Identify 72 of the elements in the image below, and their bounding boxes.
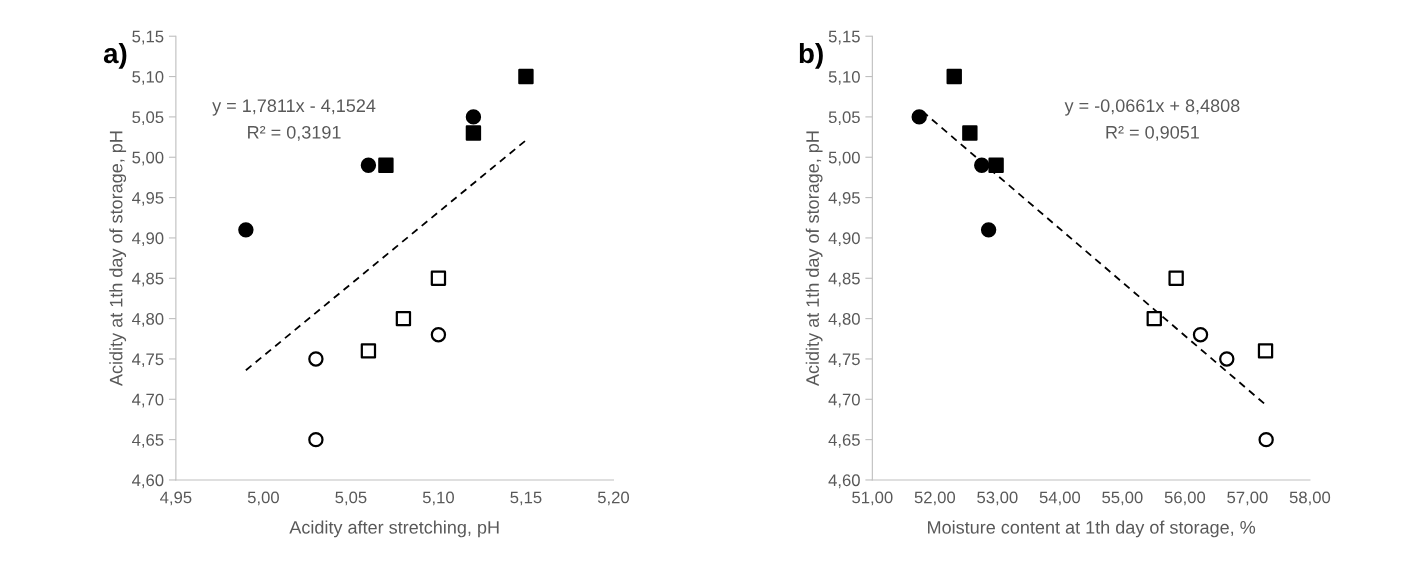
x-tick-label: 5,20 <box>597 491 630 506</box>
point <box>395 310 412 327</box>
x-tick-label: 51,00 <box>852 491 893 506</box>
point <box>1192 327 1209 343</box>
point <box>378 157 394 174</box>
point <box>1168 270 1184 286</box>
y-tick-label: 4,95 <box>828 191 860 206</box>
annotation: R² = 0,3191 <box>248 125 341 141</box>
x-tick-label: 5,15 <box>510 491 542 506</box>
point <box>911 109 927 125</box>
x-tick-label: 4,95 <box>160 491 192 506</box>
x-tick-label: 55,00 <box>1102 491 1143 506</box>
point <box>1258 431 1274 448</box>
point <box>430 270 447 286</box>
y-axis-title: Acidity at 1th day of storage, pH <box>109 131 127 387</box>
point <box>465 109 482 125</box>
y-tick-label: 4,70 <box>132 393 164 408</box>
y-tick-label: 4,65 <box>828 434 860 448</box>
y-tick-label: 5,10 <box>828 70 860 85</box>
y-tick-label: 4,60 <box>132 474 164 489</box>
y-tick-label: 4,75 <box>828 353 860 368</box>
y-tick-label: 5,00 <box>828 151 860 166</box>
x-tick-label: 5,10 <box>422 491 454 506</box>
point <box>238 222 254 238</box>
annotation: y = -0,0661x + 8,4808 <box>1064 99 1240 116</box>
y-tick-label: 4,85 <box>132 272 164 287</box>
annotation: y = 1,7811x - 4,1524 <box>212 99 376 116</box>
y-tick-label: 4,90 <box>132 232 164 247</box>
point <box>360 157 377 174</box>
point <box>1146 310 1162 327</box>
x-tick-label: 54,00 <box>1039 491 1081 506</box>
y-tick-label: 5,05 <box>132 111 164 126</box>
x-tick-label: 52,00 <box>914 491 956 506</box>
y-tick-label: 5,15 <box>828 30 860 45</box>
point <box>946 68 962 85</box>
point <box>962 125 978 141</box>
y-axis-title: Acidity at 1th day of storage, pH <box>805 131 823 387</box>
y-tick-label: 4,60 <box>828 474 860 489</box>
y-tick-label: 4,75 <box>132 353 164 368</box>
y-tick-label: 5,00 <box>132 151 164 166</box>
x-tick-label: 57,00 <box>1227 491 1268 506</box>
point <box>308 431 324 448</box>
y-tick-label: 4,65 <box>132 434 164 448</box>
x-axis-title: Moisture content at 1th day of storage, % <box>928 520 1256 538</box>
point <box>465 125 482 141</box>
point <box>308 351 324 367</box>
y-tick-label: 4,80 <box>132 313 164 327</box>
x-axis-title: Acidity after stretching, pH <box>289 520 499 538</box>
x-tick-label: 53,00 <box>977 491 1018 506</box>
point <box>988 157 1004 174</box>
point <box>360 343 377 359</box>
chart-title: a) <box>103 42 127 69</box>
x-tick-label: 5,05 <box>335 491 367 506</box>
y-tick-label: 5,05 <box>828 111 860 126</box>
y-tick-label: 4,85 <box>828 272 860 287</box>
chart-title: b) <box>799 42 823 69</box>
point <box>1257 343 1274 359</box>
point <box>980 222 997 238</box>
point <box>1219 351 1235 367</box>
x-tick-label: 58,00 <box>1289 491 1331 506</box>
point <box>518 68 534 85</box>
y-tick-label: 5,10 <box>132 70 164 85</box>
y-tick-label: 5,15 <box>132 30 164 45</box>
y-tick-label: 4,80 <box>828 313 860 327</box>
point <box>974 157 990 174</box>
x-tick-label: 56,00 <box>1164 491 1206 506</box>
x-tick-label: 5,00 <box>247 491 279 506</box>
y-tick-label: 4,90 <box>828 232 860 247</box>
y-tick-label: 4,95 <box>132 191 164 206</box>
y-tick-label: 4,70 <box>828 393 860 408</box>
annotation: R² = 0,9051 <box>1106 125 1199 141</box>
point <box>430 327 447 343</box>
